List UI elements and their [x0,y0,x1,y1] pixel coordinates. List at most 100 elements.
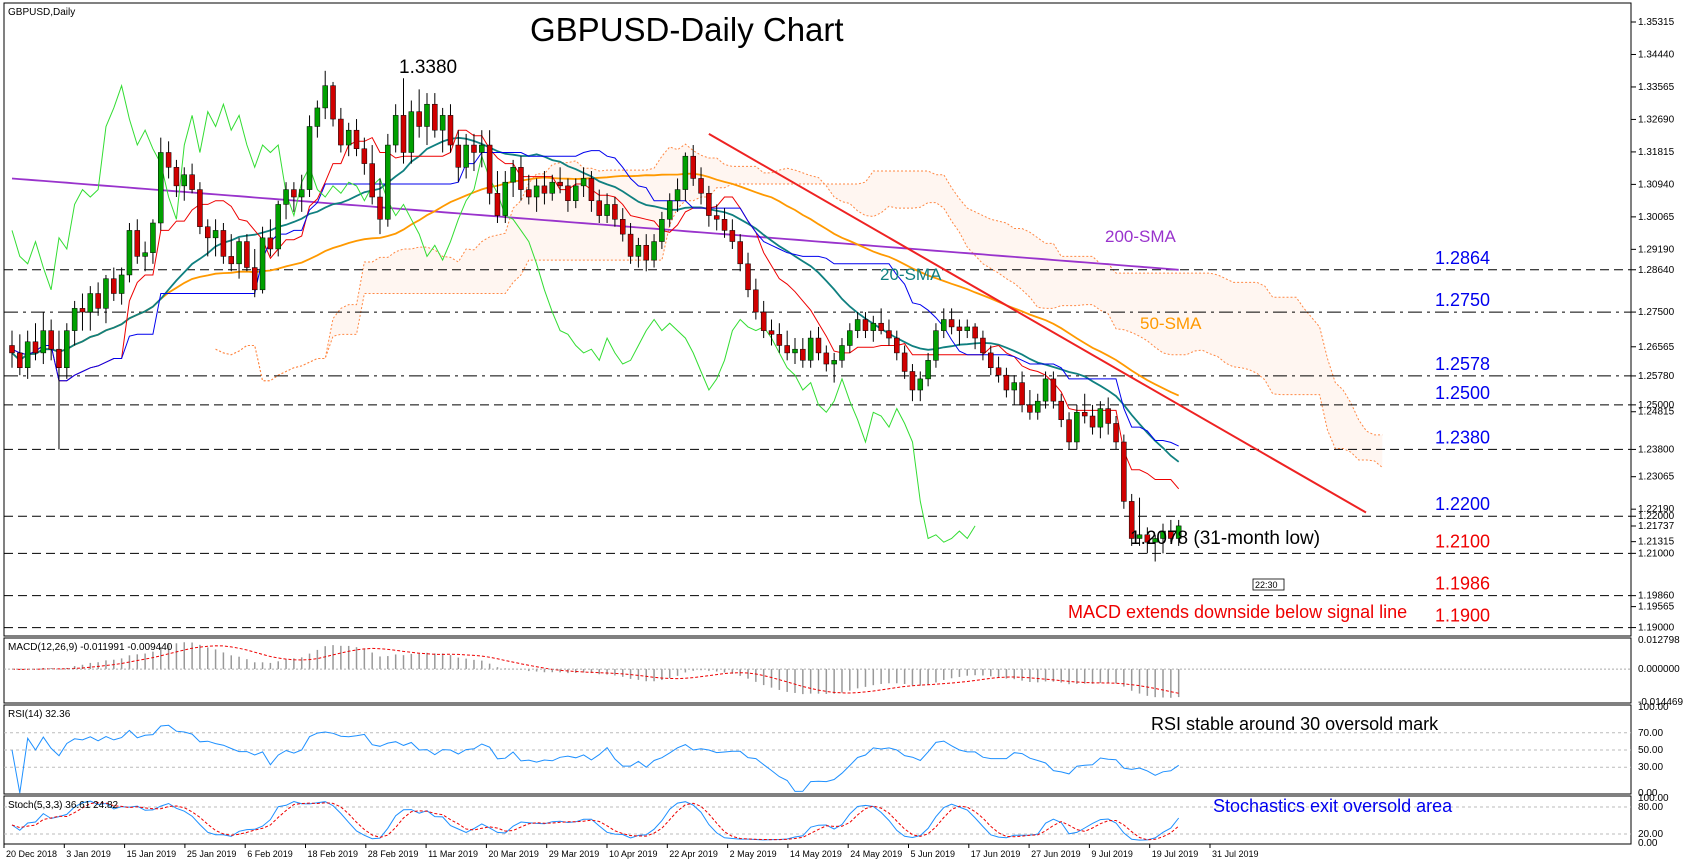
date-tick-label: 15 Jan 2019 [127,849,177,859]
price-tick-label: 1.34440 [1638,49,1675,60]
chikou-line [11,83,976,543]
senkou-span-a [215,143,1383,468]
candle-body [557,181,563,187]
candle-body [573,185,579,201]
rsi-tick-label: 30.00 [1638,762,1663,773]
candle-body [259,237,266,291]
candle-body [1050,378,1057,402]
candle-body [377,196,383,220]
candle-body [1175,525,1182,539]
candle-body [784,345,790,354]
stoch-annotation: Stochastics exit oversold area [1213,796,1453,816]
date-tick-label: 10 Apr 2019 [609,849,658,859]
candle-body [385,144,391,220]
price-tick-label: 1.21000 [1638,548,1675,559]
candle-body [197,189,203,227]
price-tick-label: 1.22000 [1638,511,1675,522]
candle-body [1027,404,1033,413]
date-tick-label: 28 Feb 2019 [368,849,419,859]
candle-body [815,337,822,354]
candle-body [64,330,70,369]
candle-body [353,129,360,150]
price-tick-label: 1.30065 [1638,212,1675,223]
rsi-series [4,724,1631,794]
date-tick-label: 11 Mar 2019 [428,849,478,859]
date-tick-label: 29 Mar 2019 [549,849,600,859]
stoch-tick-label: 0.00 [1638,838,1658,849]
candle-body [659,219,665,242]
candle-body [1034,400,1041,413]
kijun-line [11,150,1179,447]
candle-body [1105,408,1111,424]
downtrend-line [708,133,1367,514]
stoch-tick-label: 80.00 [1638,802,1663,813]
candle-body [1011,382,1017,391]
candle-body [612,204,618,220]
candle-body [956,326,963,331]
candle-body [964,326,971,331]
low-annotation: 1.2078 (31-month low) [1130,528,1320,549]
level-label-1.2100: 1.2100 [1435,531,1490,551]
candle-body [674,189,681,201]
candle-body [432,103,438,131]
stoch-tick-label: 20.00 [1638,829,1663,840]
candle-body [220,230,227,257]
candle-body [424,103,430,127]
price-tick-label: 1.33565 [1638,82,1675,93]
candle-body [1136,534,1143,539]
candle-body [588,178,595,201]
chart-title: GBPUSD-Daily Chart [530,11,844,48]
candle-body [995,367,1002,376]
candle-body [439,115,446,131]
candle-body [901,352,908,372]
candle-body [925,360,931,380]
candle-body [251,267,258,291]
candle-body [158,152,164,224]
candle-body [283,189,289,205]
level-label-1.2864: 1.2864 [1435,248,1490,268]
candle-body [854,319,861,331]
candle-body [502,181,509,216]
level-label-1.2380: 1.2380 [1435,427,1490,447]
high-annotation: 1.3380 [399,57,457,78]
rsi-line [11,724,1179,794]
sma200-line [11,177,1179,271]
candle-body [17,352,23,369]
price-tick-label: 1.26565 [1638,342,1675,353]
candle-body [706,193,712,216]
candle-body [526,189,532,198]
candle-body [619,219,626,235]
price-tick-label: 1.19860 [1638,591,1675,602]
candle-body [345,129,352,146]
candle-body [338,118,344,146]
price-tick-label: 1.21737 [1638,521,1675,532]
candle-body [165,152,172,168]
candle-body [471,144,477,153]
macd-panel-frame [3,637,1632,704]
axis-ticks: 1.35315 1.34440 1.33565 1.32690 1.31815 1.309… [3,17,1683,859]
tenkan-line [11,129,1180,490]
candle-body [87,293,94,313]
candle-body [886,330,892,339]
candle-body [533,185,540,198]
candle-body [643,245,649,261]
price-tick-label: 1.29190 [1638,244,1675,255]
candle-body [400,115,407,153]
date-tick-label: 22 Apr 2019 [669,849,718,859]
time-box-label: 22:30 [1255,580,1278,590]
candle-body [463,144,469,168]
candle-body [275,204,281,250]
candle-body [111,278,117,294]
candle-body [549,181,556,194]
rsi-annotation: RSI stable around 30 oversold mark [1151,714,1439,734]
stoch-label: Stoch(5,3,3) 36.61 24.82 [8,800,119,811]
stoch-series [4,800,1631,841]
candle-body [737,241,743,265]
stoch-k-line [11,800,1180,841]
sma20-label: 20-SMA [880,265,942,284]
rsi-label: RSI(14) 32.36 [8,709,71,720]
candle-body [244,241,250,268]
candle-body [322,85,328,109]
candle-body [267,237,274,250]
